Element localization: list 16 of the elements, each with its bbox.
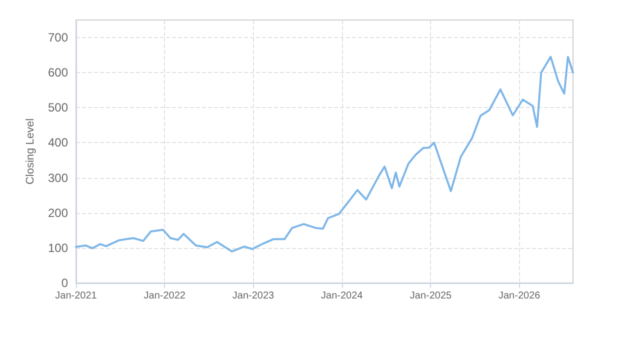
y-tick-label: 200	[48, 206, 68, 220]
y-tick-label: 600	[48, 66, 68, 80]
y-tick-label: 100	[48, 240, 68, 255]
x-tick-label: Jan-2026	[498, 290, 541, 302]
x-tick-label: Jan-2023	[232, 290, 275, 302]
y-tick-label: 300	[48, 170, 68, 185]
y-tick-label: 700	[48, 30, 68, 45]
x-tick-label: Jan-2024	[321, 290, 364, 302]
y-tick-label: 0	[61, 276, 68, 290]
x-tick-label: Jan-2022	[144, 290, 186, 302]
x-tick-label: Jan-2025	[410, 290, 452, 302]
line-series	[75, 56, 574, 252]
y-axis-title: Closing Level	[24, 118, 36, 185]
x-tick-label: Jan-2021	[55, 290, 98, 302]
y-tick-label: 500	[48, 100, 68, 115]
y-tick-label: 400	[48, 136, 68, 150]
